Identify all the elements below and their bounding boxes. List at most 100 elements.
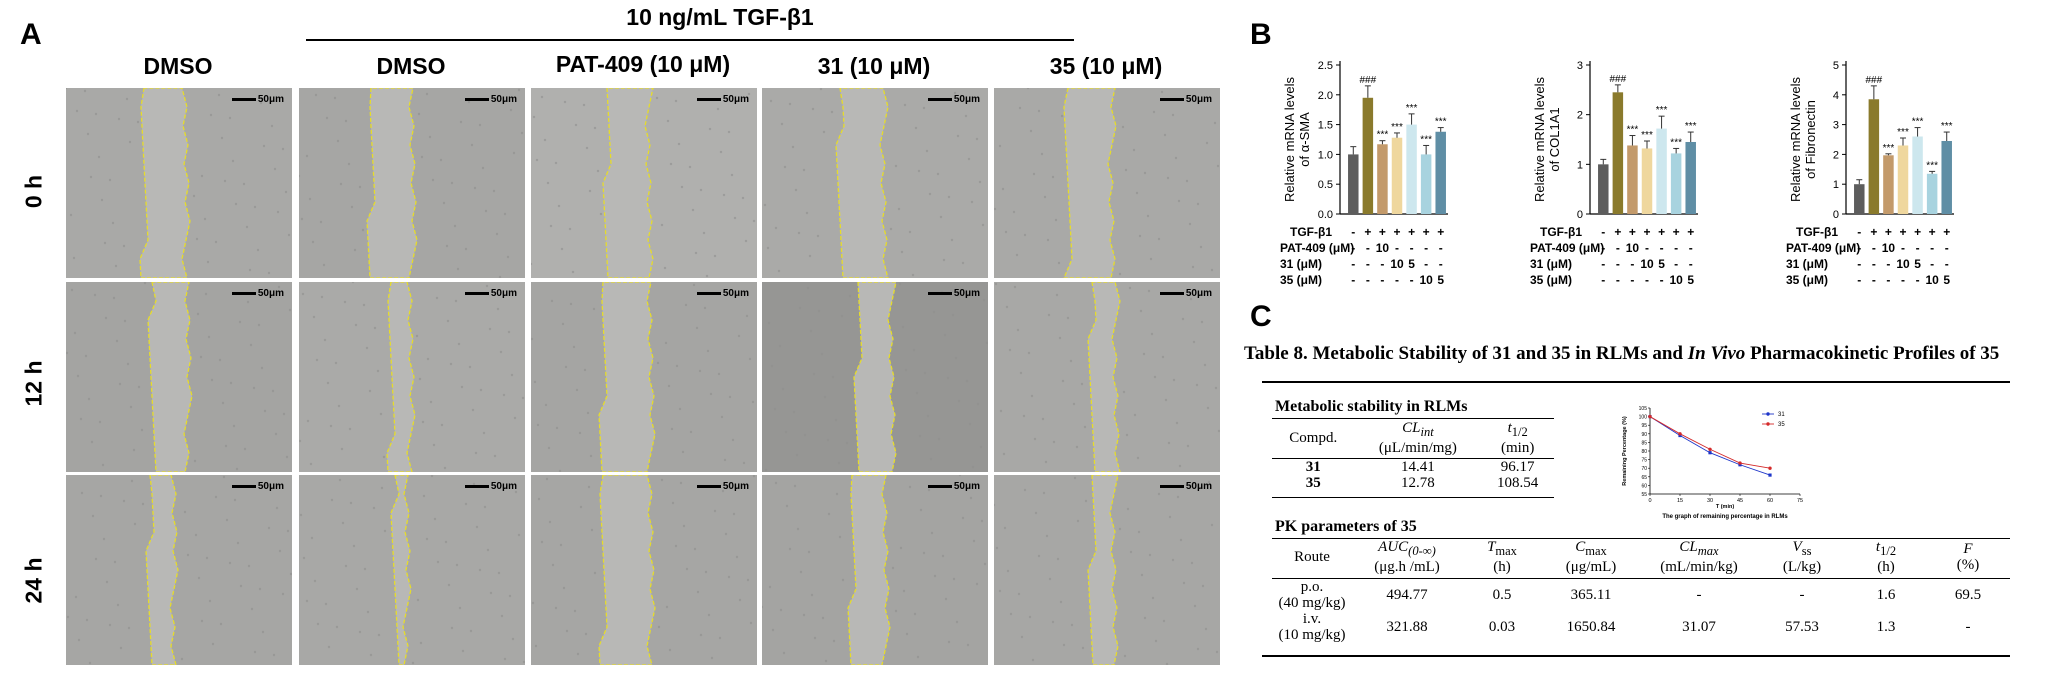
cell-texture (902, 589, 906, 593)
cell-texture (770, 364, 774, 368)
cell-texture (468, 365, 472, 369)
cell-texture (443, 466, 447, 470)
cell-texture (1037, 109, 1041, 113)
cell-texture (1172, 378, 1176, 382)
pk-head-cl: CLmax (mL/min/kg) (1640, 539, 1758, 575)
scale-bar: 50μm (1159, 481, 1212, 492)
legend-marker (1766, 422, 1770, 426)
cell-texture (908, 230, 912, 234)
cell-texture (101, 463, 105, 467)
cell-texture (351, 282, 355, 284)
cell-texture (1137, 530, 1141, 534)
cell-texture (200, 174, 204, 178)
condition-value: + (1885, 225, 1892, 239)
cell-texture (799, 570, 803, 574)
cell-texture (741, 196, 745, 200)
cell-texture (66, 351, 69, 355)
cell-texture (305, 154, 309, 158)
condition-value: 5 (1437, 273, 1444, 287)
cell-texture (461, 649, 465, 653)
y-tick-label: 2.5 (1318, 60, 1333, 72)
cell-texture (83, 89, 87, 93)
cell-texture (488, 327, 492, 331)
pk-head-cmax-sub: max (1585, 544, 1607, 558)
scale-bar: 50μm (696, 481, 749, 492)
cell-texture (722, 193, 726, 197)
cell-texture (688, 165, 692, 169)
cell-texture (534, 644, 538, 648)
condition-value: - (1439, 257, 1443, 271)
cell-texture (1059, 600, 1063, 604)
cell-texture (1171, 558, 1175, 562)
cell-texture (912, 348, 916, 352)
condition-row-label: PAT-409 (μM) (1280, 241, 1354, 255)
cell-texture (271, 389, 275, 393)
cell-texture (1142, 352, 1146, 356)
cell-texture (105, 580, 109, 584)
cell-texture (442, 201, 446, 205)
cell-texture (584, 632, 588, 636)
condition-value: - (1366, 257, 1370, 271)
cell-texture (994, 207, 997, 211)
cell-texture (820, 352, 824, 356)
cell-texture (485, 284, 489, 288)
cell-texture (805, 211, 809, 215)
cell-texture (737, 334, 741, 338)
cell-texture (917, 169, 921, 173)
cell-texture (961, 516, 965, 520)
cell-texture (1191, 265, 1195, 269)
significance-label: *** (1912, 117, 1924, 128)
cell-texture (957, 399, 961, 403)
cell-texture (670, 427, 674, 431)
cell-texture (894, 164, 898, 168)
cell-texture (502, 393, 506, 397)
cell-texture (682, 524, 686, 528)
y-axis-label-line: Relative mRNA levels (1532, 77, 1547, 202)
cell-texture (1190, 561, 1194, 565)
cell-texture (209, 113, 213, 117)
cell-texture (950, 238, 954, 242)
condition-value: + (1408, 225, 1415, 239)
cell-texture (1210, 523, 1214, 527)
cell-texture (450, 181, 454, 185)
cell-texture (132, 448, 136, 452)
cell-texture (681, 450, 685, 454)
significance-label: *** (1670, 137, 1682, 148)
cell-texture (561, 322, 565, 326)
condition-value: - (1645, 273, 1649, 287)
y-tick-label: 3 (1577, 60, 1583, 72)
significance-label: *** (1420, 134, 1432, 145)
cell-texture (555, 426, 559, 430)
cell-texture (564, 365, 568, 369)
cell-texture (835, 492, 839, 496)
scale-bar-line (927, 98, 952, 101)
cell-texture (350, 205, 354, 209)
bar (1362, 97, 1374, 214)
cell-texture (1075, 445, 1079, 449)
cell-texture (1175, 421, 1179, 425)
significance-label: *** (1406, 103, 1418, 114)
condition-value: - (1380, 257, 1384, 271)
cell-texture (284, 190, 288, 194)
condition-value: - (1395, 273, 1399, 287)
cell-texture (535, 158, 539, 162)
significance-label: *** (1897, 127, 1909, 138)
cell-texture (503, 212, 507, 216)
cell-texture (1125, 433, 1129, 437)
cell-texture (222, 475, 226, 479)
legend-label: 35 (1778, 422, 1785, 428)
cell-texture (970, 200, 974, 204)
cell-texture (137, 385, 141, 389)
cell-texture (971, 465, 975, 469)
cell-texture (127, 626, 131, 630)
cell-texture (330, 498, 334, 502)
pk-head-t12-sub: 1/2 (1880, 544, 1897, 558)
cell-texture (926, 414, 930, 418)
cell-texture (433, 517, 437, 521)
pk-route: p.o. (1300, 579, 1324, 595)
cell-texture (677, 142, 681, 146)
cell-texture (334, 361, 338, 365)
cell-texture (785, 504, 789, 508)
condition-value: - (1901, 273, 1905, 287)
cell-texture (72, 256, 76, 260)
